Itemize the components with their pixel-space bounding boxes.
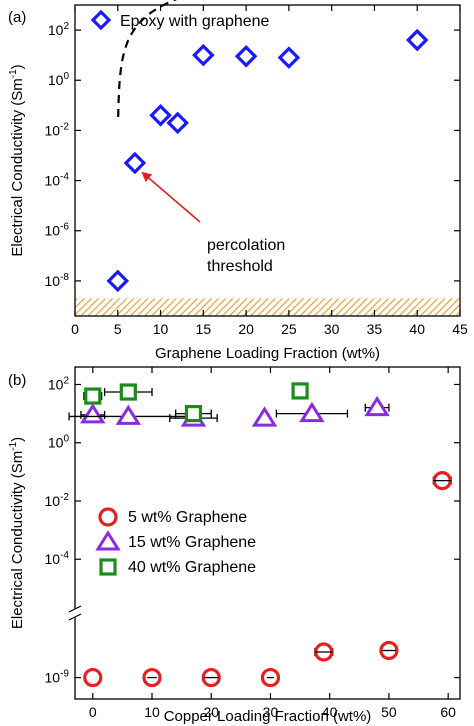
annotation-arrow bbox=[141, 171, 201, 223]
data-point bbox=[251, 406, 278, 427]
x-tick-label: 20 bbox=[203, 704, 219, 720]
data-point bbox=[291, 382, 309, 400]
x-tick-label: 0 bbox=[71, 321, 79, 337]
data-point bbox=[192, 43, 215, 67]
y-tick-label: 10-2 bbox=[45, 121, 70, 138]
x-tick-label: 30 bbox=[324, 321, 340, 337]
y-axis-ticks: 102 100 10-2 10-4 10-9 bbox=[45, 375, 460, 686]
data-point bbox=[277, 46, 301, 69]
x-tick-label: 30 bbox=[263, 704, 279, 720]
y-tick-label: 10-4 bbox=[45, 550, 70, 567]
y-tick-label: 102 bbox=[48, 21, 70, 38]
x-tick-label: 20 bbox=[238, 321, 254, 337]
x-tick-label: 10 bbox=[144, 704, 160, 720]
x-axis-ticks: 0 5 10 15 20 25 30 35 40 45 bbox=[71, 5, 468, 337]
axis-break-line bbox=[68, 613, 82, 621]
annotation-text: threshold bbox=[207, 258, 273, 275]
panel-label: (b) bbox=[8, 372, 26, 389]
x-tick-label: 0 bbox=[89, 704, 97, 720]
x-tick-label: 15 bbox=[196, 321, 212, 337]
x-tick-label: 40 bbox=[409, 321, 425, 337]
data-point bbox=[106, 269, 130, 293]
x-tick-label: 40 bbox=[322, 704, 338, 720]
panel-b: 0 10 20 30 40 50 60 102 100 10-2 10-4 10-9 (b) 5 w… bbox=[8, 366, 461, 725]
legend-marker bbox=[95, 530, 121, 551]
legend-label: 5 wt% Graphene bbox=[128, 509, 247, 526]
legend-label: 15 wt% Graphene bbox=[128, 534, 256, 551]
x-axis-ticks: 0 10 20 30 40 50 60 bbox=[89, 367, 456, 720]
axis-break bbox=[68, 605, 82, 621]
data-point bbox=[115, 404, 142, 425]
data-points bbox=[106, 28, 429, 293]
x-tick-label: 50 bbox=[381, 704, 397, 720]
y-tick-label: 10-8 bbox=[45, 272, 70, 289]
data-point bbox=[119, 383, 137, 401]
x-axis-label: Copper Loading Fraction (wt%) bbox=[164, 708, 372, 725]
legend-marker bbox=[98, 507, 118, 527]
y-tick-label: 10-9 bbox=[45, 669, 70, 686]
axis-break-line bbox=[68, 605, 82, 613]
y-tick-label: 10-2 bbox=[45, 492, 70, 509]
x-tick-label: 60 bbox=[440, 704, 456, 720]
legend: 5 wt% Graphene 15 wt% Graphene 40 wt% Grap… bbox=[95, 507, 256, 576]
data-point bbox=[123, 151, 147, 175]
hatched-band bbox=[75, 298, 460, 316]
y-tick-label: 10-6 bbox=[45, 222, 70, 239]
annotation-text: percolation bbox=[207, 237, 285, 254]
data-point bbox=[149, 104, 172, 127]
data-point bbox=[184, 405, 203, 423]
data-point bbox=[364, 395, 390, 417]
y-tick-label: 10-4 bbox=[45, 172, 70, 189]
data-points bbox=[68, 382, 452, 688]
x-tick-label: 10 bbox=[153, 321, 169, 337]
x-tick-label: 35 bbox=[367, 321, 383, 337]
y-axis-label: Electrical Conductivity (Sm-1) bbox=[8, 64, 26, 256]
data-point bbox=[166, 111, 189, 135]
data-point bbox=[84, 387, 102, 405]
data-point bbox=[83, 667, 103, 688]
panel-label: (a) bbox=[8, 9, 26, 26]
legend: Epoxy with graphene bbox=[90, 9, 270, 31]
y-tick-label: 100 bbox=[48, 71, 70, 88]
plot-frame bbox=[74, 4, 461, 317]
plot-frame bbox=[74, 366, 461, 700]
x-tick-label: 25 bbox=[281, 321, 297, 337]
legend-marker bbox=[90, 9, 112, 31]
legend-label: 40 wt% Graphene bbox=[128, 559, 256, 576]
y-tick-label: 100 bbox=[48, 434, 70, 451]
x-tick-label: 45 bbox=[452, 321, 468, 337]
y-axis-ticks: 10-8 10-6 10-4 10-2 100 102 bbox=[45, 21, 460, 289]
data-point bbox=[80, 403, 106, 424]
annotation: percolation threshold bbox=[141, 171, 285, 275]
data-point bbox=[405, 28, 429, 52]
legend-label: Epoxy with graphene bbox=[120, 13, 270, 30]
x-axis-label: Graphene Loading Fraction (wt%) bbox=[155, 345, 380, 362]
hatched-band-area bbox=[75, 298, 460, 316]
y-axis-label: Electrical Conductivity (Sm-1) bbox=[8, 437, 26, 629]
axis-break-gap bbox=[71, 609, 79, 617]
x-tick-label: 5 bbox=[114, 321, 122, 337]
data-point bbox=[234, 45, 258, 68]
data-point bbox=[299, 401, 325, 423]
y-tick-label: 102 bbox=[48, 375, 70, 392]
legend-marker bbox=[99, 558, 117, 576]
